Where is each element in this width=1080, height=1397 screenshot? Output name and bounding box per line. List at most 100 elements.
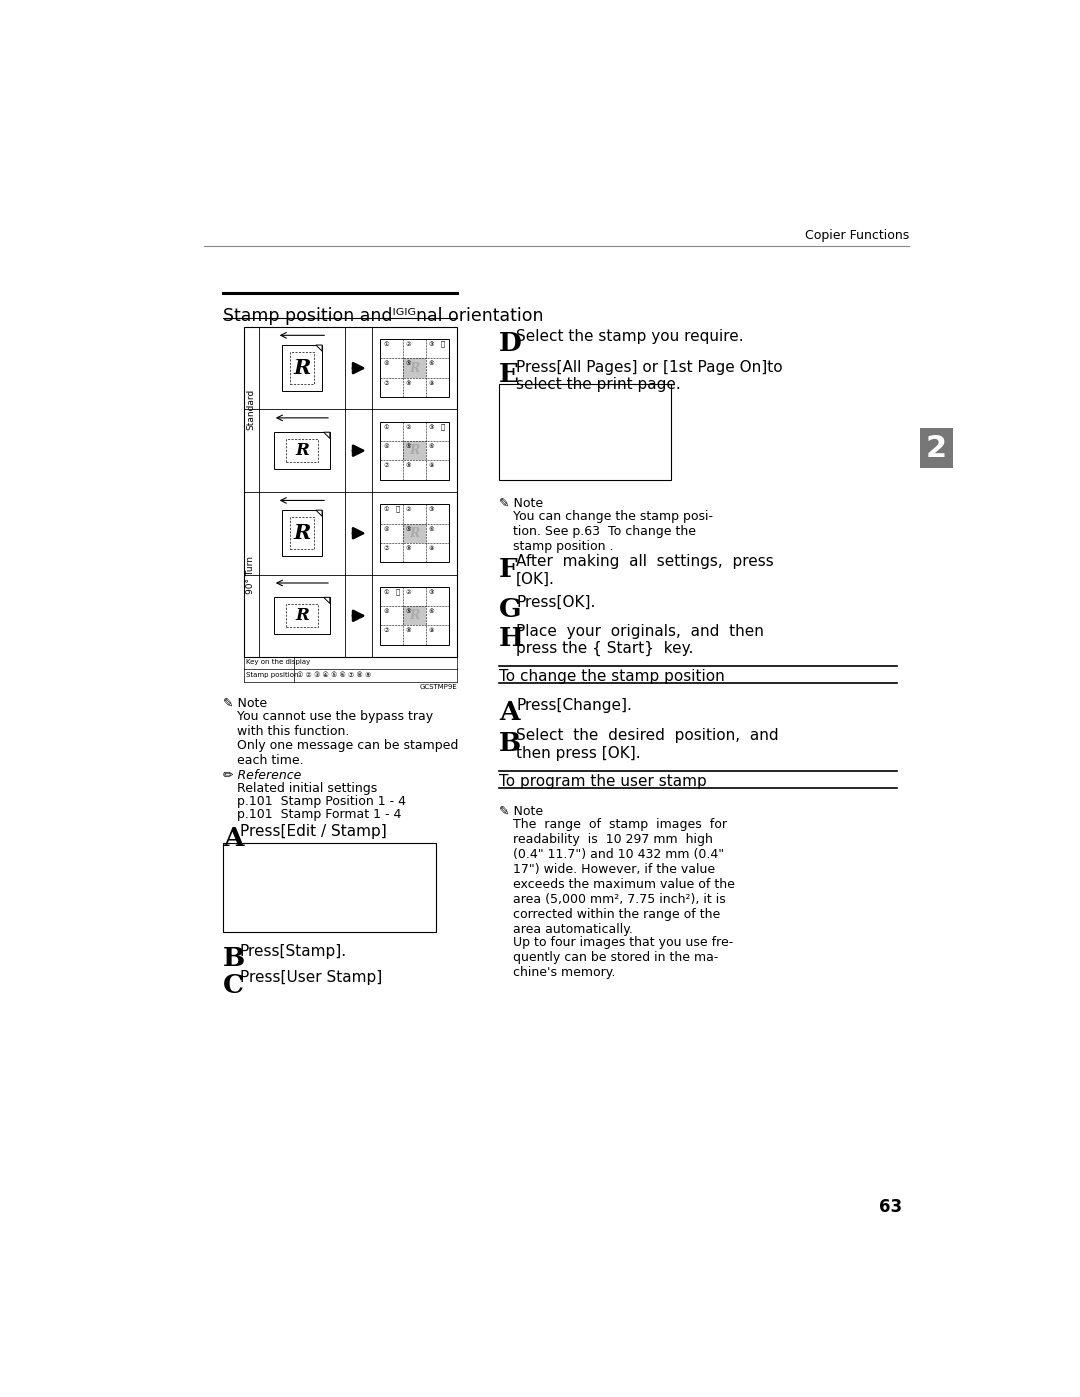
Text: ①: ① (383, 425, 389, 430)
Text: Press[OK].: Press[OK]. (516, 595, 595, 609)
Text: D: D (499, 331, 522, 356)
Text: ③: ③ (429, 590, 434, 595)
Text: Select  the  desired  position,  and
then press [OK].: Select the desired position, and then pr… (516, 728, 779, 761)
Text: ⑦: ⑦ (383, 380, 389, 386)
Text: ⑧: ⑧ (406, 629, 411, 633)
Text: ④: ④ (383, 609, 389, 615)
Text: ⑦: ⑦ (383, 546, 389, 550)
Text: Standard: Standard (246, 388, 255, 430)
Text: ⑧: ⑧ (406, 546, 411, 550)
Bar (289, 517, 314, 549)
Text: B: B (222, 946, 245, 971)
Text: 90° Turn: 90° Turn (246, 556, 255, 594)
Text: C: C (222, 972, 244, 997)
Text: H: H (499, 626, 524, 651)
Text: Stamp position andᴵᴳᴵᴳnal orientation: Stamp position andᴵᴳᴵᴳnal orientation (222, 307, 543, 326)
Text: ⑧: ⑧ (406, 464, 411, 468)
Text: Press[User Stamp]: Press[User Stamp] (240, 971, 382, 985)
Text: ③: ③ (429, 425, 434, 430)
Text: Ⓡ: Ⓡ (395, 506, 400, 513)
Text: E: E (499, 362, 519, 387)
Text: Ⓡ: Ⓡ (441, 341, 445, 348)
Text: ⑥: ⑥ (429, 444, 434, 448)
Text: ⑤: ⑤ (406, 527, 411, 531)
Bar (380, 504, 448, 562)
Text: Related initial settings: Related initial settings (237, 782, 377, 795)
Bar (289, 352, 314, 384)
Text: After  making  all  settings,  press
[OK].: After making all settings, press [OK]. (516, 555, 774, 587)
Bar (222, 844, 436, 932)
Text: R: R (295, 608, 309, 624)
Text: To program the user stamp: To program the user stamp (499, 774, 706, 789)
Text: Copier Functions: Copier Functions (805, 229, 909, 242)
Bar (403, 524, 426, 543)
Text: Select the stamp you require.: Select the stamp you require. (516, 328, 744, 344)
Text: R: R (409, 444, 420, 457)
Bar (282, 345, 322, 391)
Text: ④: ④ (383, 362, 389, 366)
Text: GCSTMP9E: GCSTMP9E (419, 685, 457, 690)
Polygon shape (324, 598, 329, 604)
Text: R: R (294, 524, 311, 543)
Text: 63: 63 (878, 1199, 902, 1217)
Text: ⑥: ⑥ (429, 609, 434, 615)
Text: ⑧: ⑧ (406, 380, 411, 386)
Text: ① ② ③ ④ ⑤ ⑥ ⑦ ⑧ ⑨: ① ② ③ ④ ⑤ ⑥ ⑦ ⑧ ⑨ (297, 672, 370, 678)
Text: ✏ Reference: ✏ Reference (222, 768, 301, 782)
Polygon shape (315, 510, 322, 517)
Text: Key on the display: Key on the display (246, 659, 310, 665)
Text: ④: ④ (383, 444, 389, 448)
Text: ⑤: ⑤ (406, 444, 411, 448)
Text: Press[Stamp].: Press[Stamp]. (240, 943, 347, 958)
Text: You cannot use the bypass tray
with this function.: You cannot use the bypass tray with this… (237, 710, 433, 738)
Text: ②: ② (406, 342, 411, 346)
FancyBboxPatch shape (920, 429, 953, 468)
Text: ①: ① (383, 590, 389, 595)
Bar (499, 384, 671, 479)
Text: Press[Change].: Press[Change]. (516, 697, 632, 712)
Text: ✎ Note: ✎ Note (499, 805, 543, 817)
Text: ⑤: ⑤ (406, 362, 411, 366)
Text: ②: ② (406, 507, 411, 513)
Text: ①: ① (383, 342, 389, 346)
Text: ✎ Note: ✎ Note (499, 497, 543, 510)
Text: Ⓡ: Ⓡ (395, 588, 400, 595)
Text: You can change the stamp posi-
tion. See p.63  To change the
stamp position .: You can change the stamp posi- tion. See… (513, 510, 713, 553)
Text: ⑦: ⑦ (383, 464, 389, 468)
Bar (282, 510, 322, 556)
Text: ①: ① (383, 507, 389, 513)
Text: Place  your  originals,  and  then
press the { Start}  key.: Place your originals, and then press the… (516, 623, 764, 657)
Text: To change the stamp position: To change the stamp position (499, 669, 725, 685)
Text: F: F (499, 557, 517, 581)
Text: ⑥: ⑥ (429, 362, 434, 366)
Bar (285, 605, 319, 627)
Text: B: B (499, 731, 522, 756)
Text: Press[All Pages] or [1st Page On]to
select the print page.: Press[All Pages] or [1st Page On]to sele… (516, 359, 783, 393)
Polygon shape (315, 345, 322, 351)
Text: R: R (295, 443, 309, 460)
Bar (380, 339, 448, 397)
Text: p.101  Stamp Position 1 - 4: p.101 Stamp Position 1 - 4 (237, 795, 406, 807)
Text: Press[Edit / Stamp]: Press[Edit / Stamp] (240, 824, 387, 840)
Text: Stamp position: Stamp position (246, 672, 299, 678)
Text: R: R (294, 358, 311, 379)
Text: A: A (499, 700, 519, 725)
Bar (285, 439, 319, 462)
Text: ②: ② (406, 425, 411, 430)
Text: Only one message can be stamped
each time.: Only one message can be stamped each tim… (237, 739, 458, 767)
Text: ⑨: ⑨ (429, 546, 434, 550)
Bar (403, 606, 426, 626)
Text: ⑨: ⑨ (429, 464, 434, 468)
Text: 2: 2 (926, 433, 947, 462)
Text: p.101  Stamp Format 1 - 4: p.101 Stamp Format 1 - 4 (237, 807, 401, 821)
Bar (380, 587, 448, 644)
Text: ⑤: ⑤ (406, 609, 411, 615)
Text: Up to four images that you use fre-
quently can be stored in the ma-
chine's mem: Up to four images that you use fre- quen… (513, 936, 733, 978)
Text: ⑨: ⑨ (429, 629, 434, 633)
Bar (403, 441, 426, 460)
Text: ④: ④ (383, 527, 389, 531)
Text: ⑦: ⑦ (383, 629, 389, 633)
Bar (274, 432, 329, 469)
Text: R: R (409, 362, 420, 374)
Bar (380, 422, 448, 479)
